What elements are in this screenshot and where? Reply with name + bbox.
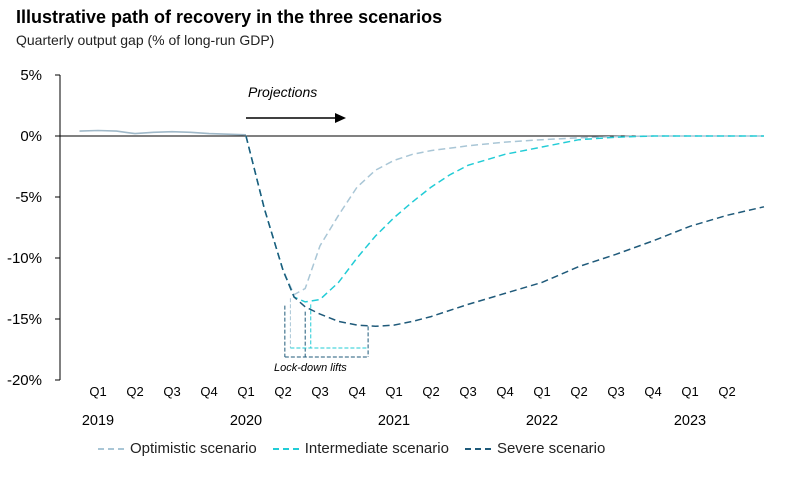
legend-label-severe: Severe scenario: [496, 440, 606, 457]
legend-swatch-severe: [464, 447, 491, 450]
x-quarter-label: Q1: [533, 384, 550, 399]
x-axis: Q1 Q2 Q3 Q4 Q1 Q2 Q3 Q4 Q1 Q2 Q3 Q4 Q1 Q2 Q3 Q4 Q1 Q2 2019…: [82, 384, 736, 429]
x-quarter-label: Q2: [718, 384, 735, 399]
legend: Optimistic scenario Intermediate scenari…: [98, 440, 621, 457]
projections-label: Projections: [248, 84, 317, 100]
x-year-label: 2019: [82, 413, 114, 429]
legend-label-intermediate: Intermediate scenario: [304, 440, 449, 457]
x-quarter-label: Q4: [644, 384, 661, 399]
x-quarter-label: Q3: [163, 384, 180, 399]
legend-item-severe: Severe scenario: [464, 440, 606, 457]
x-quarter-label: Q1: [385, 384, 402, 399]
series-layer: [79, 129, 765, 358]
x-year-label: 2022: [526, 413, 558, 429]
y-axis: 5% 0% -5% -10% -15% -20%: [7, 67, 726, 389]
x-quarter-label: Q4: [348, 384, 365, 399]
projections-arrow-icon: [335, 113, 346, 123]
x-quarter-label: Q4: [496, 384, 513, 399]
y-tick-label: 5%: [20, 67, 42, 84]
x-quarter-label: Q1: [237, 384, 254, 399]
x-quarter-label: Q3: [459, 384, 476, 399]
history-line: [79, 129, 247, 136]
x-year-label: 2020: [230, 413, 262, 429]
x-quarter-label: Q2: [570, 384, 587, 399]
x-quarter-label: Q2: [126, 384, 143, 399]
series-line-optimistic: [245, 135, 764, 296]
x-quarter-label: Q4: [200, 384, 217, 399]
annotations: Projections Lock-down lifts: [246, 84, 347, 374]
y-tick-label: -5%: [15, 189, 42, 206]
legend-swatch-intermediate: [272, 447, 299, 450]
x-quarter-label: Q3: [311, 384, 328, 399]
x-quarter-label: Q3: [607, 384, 624, 399]
output-gap-chart: 5% 0% -5% -10% -15% -20% Q1 Q2 Q3 Q4 Q1 Q2 Q3 Q4 Q1 Q2…: [7, 67, 765, 429]
x-quarter-label: Q2: [274, 384, 291, 399]
x-quarter-label: Q1: [89, 384, 106, 399]
y-tick-label: -10%: [7, 250, 42, 267]
x-quarter-label: Q1: [681, 384, 698, 399]
lockdown-label: Lock-down lifts: [274, 362, 347, 374]
x-year-label: 2021: [378, 413, 410, 429]
legend-item-optimistic: Optimistic scenario: [98, 440, 257, 457]
x-quarter-label: Q2: [422, 384, 439, 399]
legend-label-optimistic: Optimistic scenario: [130, 440, 257, 457]
x-year-label: 2023: [674, 413, 706, 429]
y-tick-label: 0%: [20, 128, 42, 145]
y-tick-label: -20%: [7, 372, 42, 389]
chart-subtitle: Quarterly output gap (% of long-run GDP): [16, 32, 275, 48]
legend-swatch-optimistic: [98, 447, 124, 450]
series-line-severe: [245, 135, 765, 328]
legend-item-intermediate: Intermediate scenario: [272, 440, 449, 457]
y-tick-label: -15%: [7, 311, 42, 328]
series-line-intermediate: [245, 135, 764, 303]
chart-title: Illustrative path of recovery in the thr…: [16, 7, 443, 27]
